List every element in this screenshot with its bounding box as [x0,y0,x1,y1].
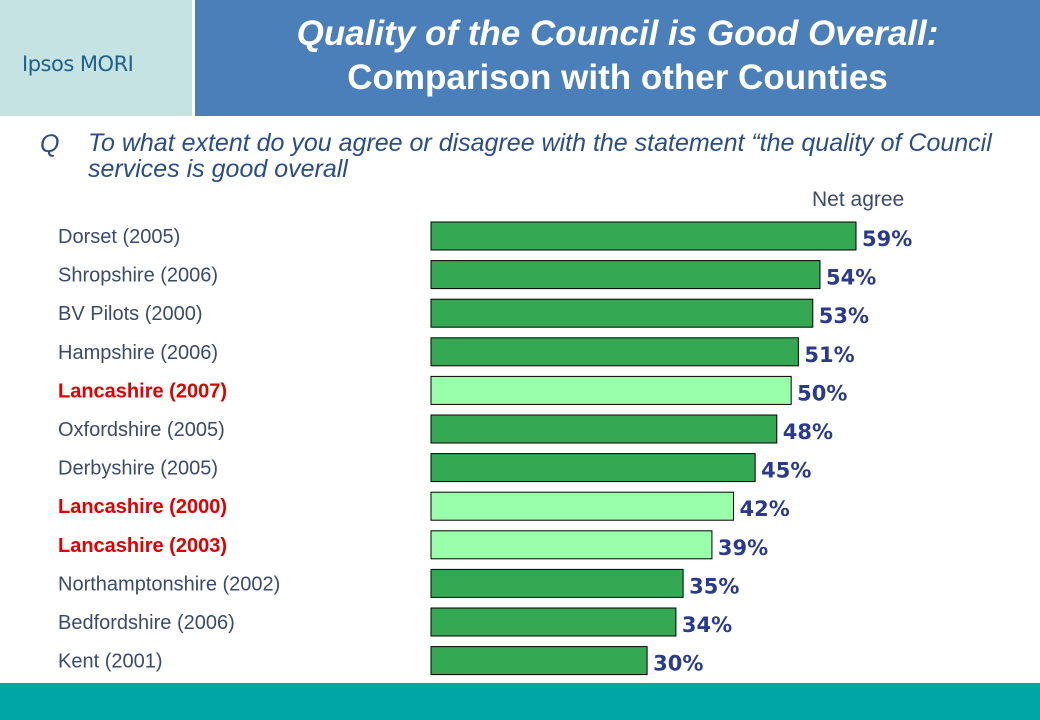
chart-title-line1: Quality of the Council is Good Overall: [296,14,939,53]
bar [430,375,792,405]
category-label: BV Pilots (2000) [58,303,203,325]
chart-title-line2: Comparison with other Counties [347,58,888,97]
category-label: Lancashire (2000) [58,496,227,518]
title-banner: Quality of the Council is Good Overall: … [195,0,1040,116]
value-label: 53% [819,304,869,328]
value-label: 50% [797,381,847,405]
category-label: Dorset (2005) [58,226,180,248]
bar [430,530,713,560]
value-label: 54% [826,266,876,290]
category-label: Lancashire (2007) [58,380,227,402]
value-label: 45% [761,459,811,483]
bar [430,337,799,367]
category-label: Derbyshire (2005) [58,458,218,480]
question-text: To what extent do you agree or disagree … [88,129,992,183]
value-label: 42% [740,497,790,521]
category-label: Bedfordshire (2006) [58,612,235,634]
logo-panel: Ipsos MORI [0,0,192,116]
category-label: Northamptonshire (2002) [58,573,280,595]
bar [430,414,778,444]
category-label: Lancashire (2003) [58,535,227,557]
bottom-bar [0,683,1040,720]
value-label: 34% [682,613,732,637]
value-label: 59% [862,227,912,251]
bar [430,221,857,251]
value-header: Net agree [812,188,905,211]
category-label: Hampshire (2006) [58,342,218,364]
bar [430,260,821,290]
value-label: 39% [718,536,768,560]
category-label: Oxfordshire (2005) [58,419,225,441]
bar [430,607,677,637]
ipsos-mori-logo: Ipsos MORI [22,52,134,76]
bar [430,298,814,328]
category-label: Kent (2001) [58,651,163,673]
value-label: 48% [783,420,833,444]
category-label: Shropshire (2006) [58,265,218,287]
value-label: 35% [689,574,739,598]
question-prefix: Q [40,130,60,158]
bar-chart: Dorset (2005) 59% Shropshire (2006) 54% BV P… [58,221,912,676]
value-label: 30% [653,652,703,676]
bar [430,568,684,598]
bar [430,646,648,676]
bar [430,453,756,483]
value-label: 51% [804,343,854,367]
bar [430,491,735,521]
